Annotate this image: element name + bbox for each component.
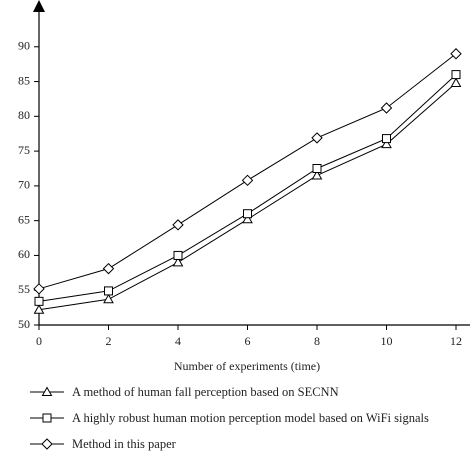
marker — [104, 286, 113, 296]
marker — [103, 293, 114, 304]
y-tick-label: 70 — [18, 178, 30, 192]
x-axis-label: Number of experiments (time) — [174, 359, 320, 373]
marker — [41, 386, 53, 396]
legend-entry: Method in this paper — [30, 436, 430, 453]
legend: A method of human fall perception based … — [30, 384, 430, 462]
chart: Number of experiments (time) 50556065707… — [18, 0, 470, 373]
marker — [242, 213, 253, 224]
marker — [243, 209, 252, 219]
series-line — [38, 74, 457, 302]
x-tick-label: 4 — [175, 334, 181, 348]
marker — [41, 438, 53, 450]
x-tick-label: 0 — [36, 334, 42, 348]
marker — [33, 283, 45, 295]
x-tick-label: 12 — [450, 334, 462, 348]
marker — [380, 102, 393, 114]
y-axis-arrow — [33, 0, 45, 12]
legend-entry: A highly robust human motion perception … — [30, 410, 430, 427]
x-tick-label: 2 — [106, 334, 112, 348]
legend-icon — [30, 438, 64, 450]
y-tick-label: 50 — [18, 317, 30, 331]
marker — [102, 262, 115, 275]
y-tick-label: 55 — [18, 282, 30, 296]
legend-label: A method of human fall perception based … — [72, 385, 339, 399]
marker — [382, 134, 391, 144]
marker — [42, 413, 52, 423]
y-tick-label: 65 — [18, 212, 30, 226]
legend-icon — [30, 413, 64, 423]
x-tick-label: 6 — [245, 334, 251, 348]
marker — [450, 48, 462, 60]
marker — [33, 304, 45, 314]
marker — [172, 256, 184, 267]
marker — [381, 138, 392, 149]
y-tick-label: 90 — [18, 39, 30, 53]
marker — [173, 250, 183, 260]
y-tick-label: 80 — [18, 108, 30, 122]
marker — [312, 164, 322, 173]
legend-entry: A method of human fall perception based … — [30, 384, 430, 401]
legend-icon — [30, 386, 64, 396]
series-line — [38, 53, 457, 290]
x-tick-label: 10 — [381, 334, 393, 348]
y-tick-label: 60 — [18, 247, 30, 261]
x-tick-label: 8 — [314, 334, 320, 348]
series-line — [38, 82, 457, 311]
marker — [451, 70, 461, 80]
y-tick-label: 85 — [18, 73, 30, 87]
marker — [450, 77, 462, 87]
legend-label: A highly robust human motion perception … — [72, 411, 429, 425]
marker — [311, 132, 323, 144]
y-tick-label: 75 — [18, 143, 30, 157]
legend-label: Method in this paper — [72, 437, 176, 451]
marker — [34, 296, 44, 306]
marker — [311, 169, 323, 180]
marker — [241, 174, 254, 187]
marker — [172, 219, 184, 231]
